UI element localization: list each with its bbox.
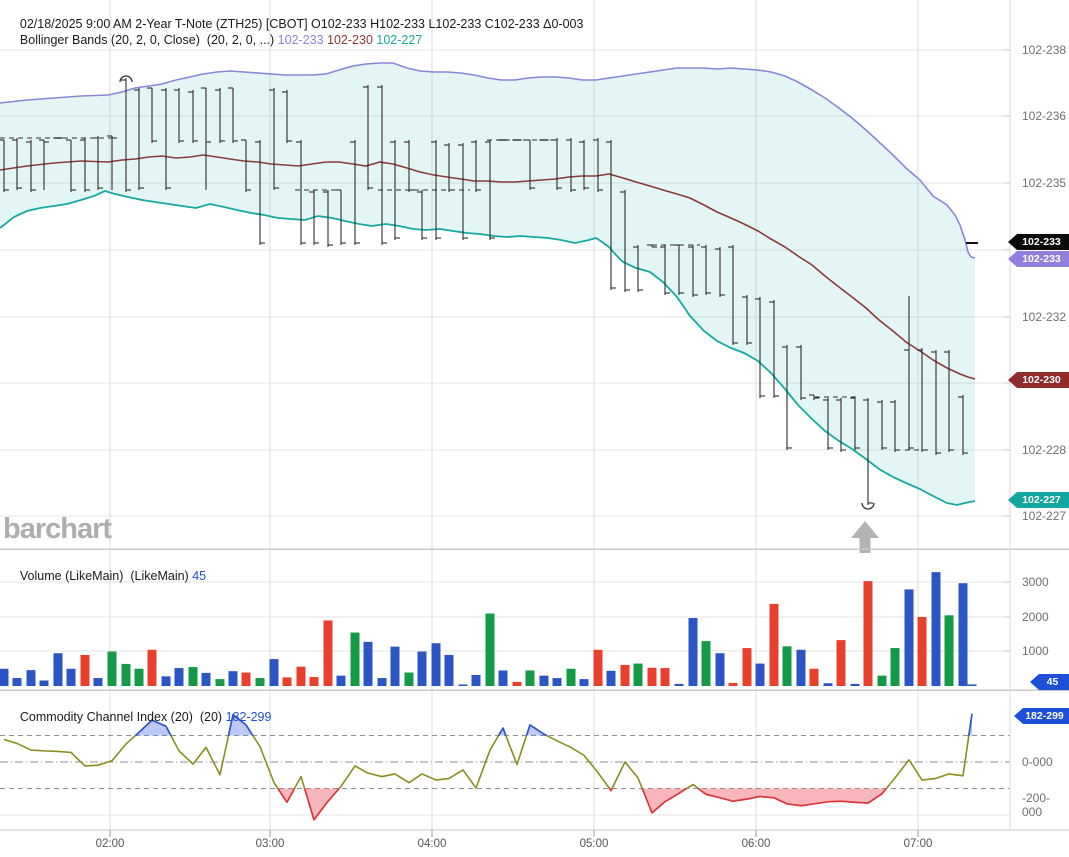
cci-axis-label: -200-000: [1022, 791, 1051, 819]
up-arrow-annotation: [851, 521, 879, 553]
bollinger-middle-value: 102-230: [327, 33, 373, 47]
time-axis-label: 05:00: [579, 838, 609, 850]
price-axis-label: 102-232: [1022, 310, 1067, 324]
volume-axis-label: 3000: [1022, 575, 1049, 589]
indicator-legend-line: Bollinger Bands (20, 2, 0, Close) (20, 2…: [6, 19, 422, 61]
price-flag-102-227: 102-227: [1008, 492, 1069, 508]
quote-text: 02/18/2025 9:00 AM 2-Year T-Note (ZTH25)…: [19, 17, 584, 31]
volume-label-text: Volume (LikeMain) (LikeMain): [19, 569, 193, 583]
price-axis-label: 102-236: [1022, 109, 1067, 123]
bollinger-lower-value: 102-227: [376, 33, 423, 47]
time-axis-label: 03:00: [255, 838, 285, 850]
price-flag-102-230: 102-230: [1008, 372, 1069, 388]
time-axis-label: 06:00: [741, 838, 771, 850]
volume-axis-label: 2000: [1022, 610, 1049, 624]
price-axis-label: 102-227: [1022, 509, 1067, 523]
volume-panel-label: Volume (LikeMain) (LikeMain) 45: [6, 555, 206, 597]
cci-panel-label: Commodity Channel Index (20) (20) 182-29…: [6, 696, 272, 738]
price-axis[interactable]: [1010, 0, 1069, 830]
bollinger-upper-value: 102-233: [277, 33, 324, 47]
price-flag-182-299: 182-299: [1014, 708, 1069, 724]
time-axis-label: 07:00: [903, 838, 933, 850]
price-flag-102-233: 102-233: [1008, 251, 1069, 267]
price-flag-102-233: 102-233: [1008, 234, 1069, 250]
price-axis-label: 102-238: [1022, 43, 1067, 57]
bollinger-label: Bollinger Bands (20, 2, 0, Close) (20, 2…: [19, 33, 278, 47]
cci-axis-label: 0-000: [1022, 755, 1053, 769]
barchart-watermark-logo: barchart: [3, 513, 112, 545]
time-axis-label: 04:00: [417, 838, 447, 850]
chart-title-quote-line: 02/18/2025 9:00 AM 2-Year T-Note (ZTH25)…: [6, 3, 584, 45]
cci-last-value: 182-299: [225, 710, 272, 724]
price-axis-label: 102-228: [1022, 443, 1067, 457]
volume-axis-label: 1000: [1022, 644, 1049, 658]
cci-label-text: Commodity Channel Index (20) (20): [19, 710, 226, 724]
price-axis-label: 102-235: [1022, 176, 1067, 190]
volume-last-value: 45: [192, 569, 207, 583]
price-flag-45: 45: [1030, 674, 1069, 690]
time-axis-label: 02:00: [95, 838, 125, 850]
